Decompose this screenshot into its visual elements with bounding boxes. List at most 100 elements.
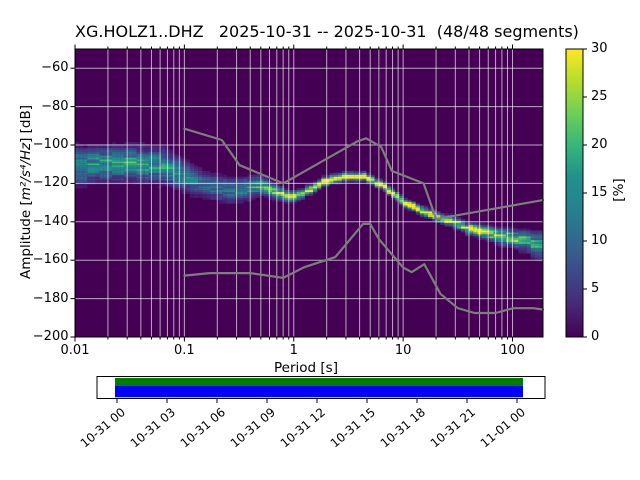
psd-cell: [189, 195, 195, 198]
psd-cell: [481, 238, 486, 241]
psd-cell: [144, 161, 149, 164]
psd-cell: [374, 180, 379, 183]
psd-cell: [350, 172, 355, 175]
psd-cell: [284, 197, 289, 200]
psd-cell: [251, 188, 256, 191]
psd-cell: [107, 149, 113, 152]
psd-cell: [239, 191, 244, 195]
psd-cell: [161, 172, 166, 175]
psd-cell: [411, 201, 416, 204]
psd-cell: [153, 174, 158, 177]
psd-cell: [79, 153, 84, 156]
psd-cell: [428, 215, 433, 218]
psd-cell: [99, 147, 104, 150]
psd-cell: [218, 199, 223, 202]
psd-cell: [87, 180, 92, 183]
psd-cell: [79, 145, 84, 148]
psd-cell: [103, 161, 108, 164]
psd-cell: [99, 172, 104, 175]
psd-cell: [161, 165, 166, 168]
psd-cell: [87, 155, 92, 158]
psd-cell: [173, 159, 178, 162]
psd-cell: [173, 180, 178, 183]
y-axis-label: Amplitude [m²/s⁴/Hz] [dB]: [17, 42, 35, 342]
psd-cell: [202, 176, 207, 179]
psd-cell: [501, 245, 507, 248]
timeline-coverage-segments-bar: [115, 378, 523, 386]
psd-cell: [91, 170, 96, 173]
psd-cell: [136, 168, 141, 171]
psd-cell: [128, 180, 133, 183]
psd-cell: [243, 191, 248, 195]
psd-cell: [235, 178, 240, 181]
psd-cell: [91, 155, 96, 158]
psd-cell: [526, 243, 531, 246]
psd-cell: [120, 167, 125, 170]
psd-cell: [136, 165, 141, 168]
psd-cell: [506, 228, 511, 231]
psd-cell: [255, 180, 260, 183]
psd-cell: [214, 180, 219, 183]
psd-cell: [403, 207, 408, 210]
psd-cell: [202, 197, 207, 200]
psd-cell: [239, 193, 244, 196]
psd-cell: [231, 188, 236, 191]
psd-cell: [411, 207, 416, 210]
psd-cell: [222, 188, 227, 191]
psd-cell: [391, 193, 396, 196]
psd-cell: [411, 209, 416, 212]
psd-cell: [124, 180, 129, 183]
psd-cell: [522, 251, 527, 254]
psd-cell: [506, 238, 511, 241]
psd-cell: [321, 174, 326, 177]
psd-cell: [399, 193, 404, 196]
psd-cell: [538, 245, 544, 248]
psd-cell: [75, 165, 80, 168]
psd-cell: [79, 172, 84, 175]
psd-cell: [111, 168, 117, 171]
psd-cell: [428, 207, 433, 210]
psd-cell: [247, 195, 252, 198]
psd-cell: [153, 153, 158, 156]
psd-cell: [243, 197, 248, 200]
psd-cell: [157, 155, 162, 158]
psd-cell: [157, 159, 162, 162]
psd-cell: [140, 161, 145, 164]
psd-cell: [116, 180, 121, 183]
psd-cell: [276, 186, 281, 189]
psd-cell: [263, 195, 269, 198]
psd-cell: [206, 180, 211, 183]
psd-cell: [354, 176, 359, 179]
psd-cell: [140, 165, 145, 168]
psd-cell: [284, 188, 289, 191]
psd-cell: [489, 234, 494, 237]
psd-cell: [169, 170, 174, 173]
psd-cell: [280, 195, 285, 198]
axes-spines: [74, 48, 544, 338]
psd-cell: [107, 167, 113, 170]
psd-cell: [83, 149, 88, 152]
psd-cell: [304, 188, 310, 191]
psd-cell: [107, 178, 113, 181]
psd-cell: [370, 184, 375, 187]
psd-cell: [132, 157, 137, 160]
psd-cell: [169, 153, 174, 156]
psd-cell: [473, 230, 478, 233]
psd-cell: [337, 172, 342, 175]
psd-cell: [231, 186, 236, 189]
psd-cell: [91, 167, 96, 170]
psd-cell: [189, 172, 195, 175]
psd-cell: [514, 238, 519, 241]
psd-cell: [489, 236, 494, 239]
psd-cell: [173, 188, 178, 191]
psd-cell: [87, 172, 92, 175]
psd-cell: [272, 199, 277, 202]
psd-cell: [518, 232, 523, 235]
psd-cell: [214, 195, 219, 198]
psd-cell: [218, 188, 223, 191]
psd-cell: [107, 151, 113, 154]
psd-cell: [489, 230, 494, 233]
psd-cell: [181, 176, 186, 179]
psd-cell: [538, 239, 544, 243]
psd-cell: [243, 186, 248, 189]
